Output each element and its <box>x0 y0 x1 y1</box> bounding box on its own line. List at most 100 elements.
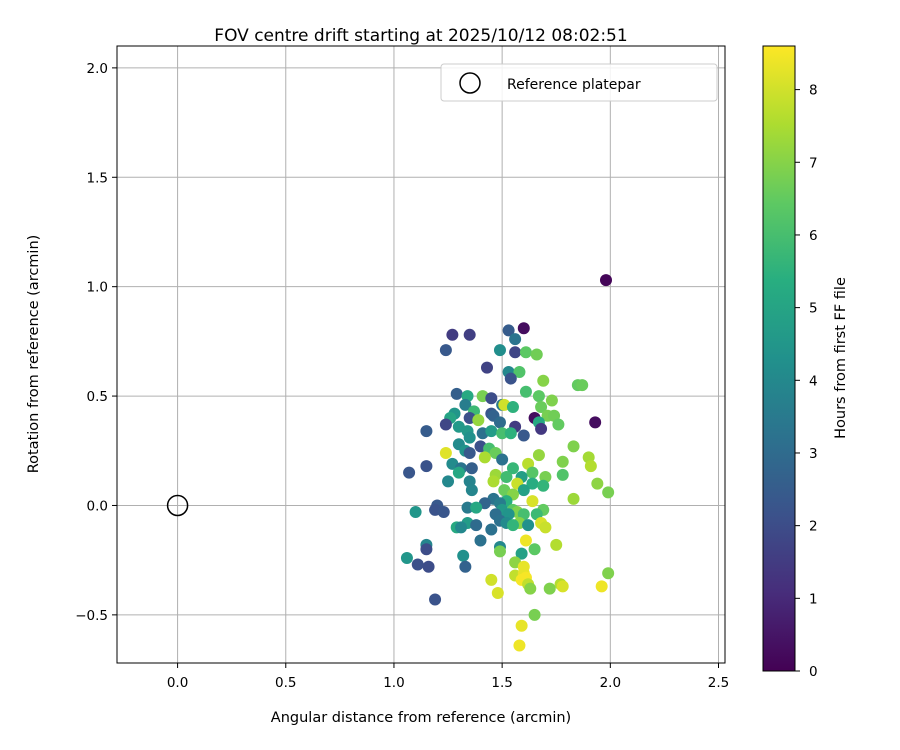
y-tick-label: 0.0 <box>87 498 108 514</box>
data-point <box>519 534 532 547</box>
chart-title: FOV centre drift starting at 2025/10/12 … <box>214 26 627 46</box>
data-point <box>400 551 413 564</box>
data-point <box>457 549 470 562</box>
colorbar-tick-label: 3 <box>809 446 818 462</box>
colorbar-tick-label: 4 <box>809 373 818 389</box>
legend-marker <box>459 72 481 94</box>
data-point <box>591 477 604 490</box>
data-point <box>493 545 506 558</box>
data-point <box>470 519 483 532</box>
data-point <box>589 416 602 429</box>
colorbar-tick-label: 7 <box>809 155 818 171</box>
data-point <box>530 348 543 361</box>
data-point <box>517 429 530 442</box>
data-point <box>504 427 517 440</box>
data-point <box>515 547 528 560</box>
data-point <box>535 401 548 414</box>
colorbar: 0 1 2 3 4 5 6 7 8 Hours from first FF file <box>762 45 849 680</box>
data-point <box>465 462 478 475</box>
data-point <box>506 519 519 532</box>
data-point <box>437 506 450 519</box>
data-point <box>420 425 433 438</box>
data-point <box>480 361 493 374</box>
data-point <box>403 466 416 479</box>
data-point <box>422 560 435 573</box>
data-point <box>556 455 569 468</box>
data-point <box>459 398 472 411</box>
data-point <box>526 466 539 479</box>
data-point <box>528 608 541 621</box>
colorbar-tick-label: 0 <box>809 664 818 680</box>
data-point <box>420 460 433 473</box>
data-point <box>429 593 442 606</box>
data-point <box>478 451 491 464</box>
data-point <box>556 580 569 593</box>
data-point <box>506 462 519 475</box>
data-point <box>450 387 463 400</box>
data-point <box>524 582 537 595</box>
data-point <box>519 385 532 398</box>
data-point <box>411 558 424 571</box>
data-point <box>584 460 597 473</box>
data-point <box>455 521 468 534</box>
data-point <box>599 274 612 287</box>
data-points <box>400 274 615 652</box>
colorbar-tick-label: 1 <box>809 591 818 607</box>
data-point <box>459 560 472 573</box>
x-tick-label: 0.5 <box>275 675 296 691</box>
data-point <box>420 543 433 556</box>
data-point <box>528 543 541 556</box>
y-tick-label: 1.5 <box>87 170 108 186</box>
data-point <box>567 440 580 453</box>
data-point <box>485 523 498 536</box>
data-point <box>552 418 565 431</box>
y-tick-label: 1.0 <box>87 280 108 296</box>
data-point <box>509 346 522 359</box>
data-point <box>526 477 539 490</box>
reference-platepar-marker <box>166 494 189 517</box>
data-point <box>543 582 556 595</box>
y-tick-label: −0.5 <box>75 608 108 624</box>
data-point <box>535 422 548 435</box>
data-point <box>493 344 506 357</box>
data-point <box>522 519 535 532</box>
data-point <box>496 453 509 466</box>
colorbar-tick-label: 2 <box>809 519 818 535</box>
x-tick-label: 1.5 <box>491 675 512 691</box>
colorbar-tick-label: 6 <box>809 228 818 244</box>
data-point <box>485 425 498 438</box>
x-tick-label: 2.0 <box>600 675 621 691</box>
data-point <box>500 471 513 484</box>
data-point <box>545 394 558 407</box>
data-point <box>452 466 465 479</box>
data-point <box>506 401 519 414</box>
x-axis-ticks: 0.0 0.5 1.0 1.5 2.0 2.5 <box>167 663 729 691</box>
colorbar-frame <box>762 45 796 672</box>
data-point <box>472 414 485 427</box>
data-point <box>439 446 452 459</box>
data-point <box>504 372 517 385</box>
data-point <box>463 328 476 341</box>
colorbar-tick-label: 8 <box>809 83 818 99</box>
data-point <box>576 379 589 392</box>
data-point <box>461 501 474 514</box>
data-point <box>537 479 550 492</box>
data-point <box>517 484 530 497</box>
y-axis-label: Rotation from reference (arcmin) <box>26 235 42 474</box>
data-point <box>567 492 580 505</box>
data-point <box>532 449 545 462</box>
x-tick-label: 2.5 <box>708 675 729 691</box>
x-tick-label: 1.0 <box>383 675 404 691</box>
legend-box <box>440 63 718 102</box>
data-point <box>539 521 552 534</box>
x-axis-label: Angular distance from reference (arcmin) <box>271 710 571 726</box>
data-point <box>470 501 483 514</box>
y-tick-label: 2.0 <box>87 61 108 77</box>
data-point <box>439 418 452 431</box>
colorbar-gradient <box>763 46 795 671</box>
data-point <box>446 328 459 341</box>
data-point <box>532 390 545 403</box>
data-point <box>509 333 522 346</box>
data-point <box>496 427 509 440</box>
